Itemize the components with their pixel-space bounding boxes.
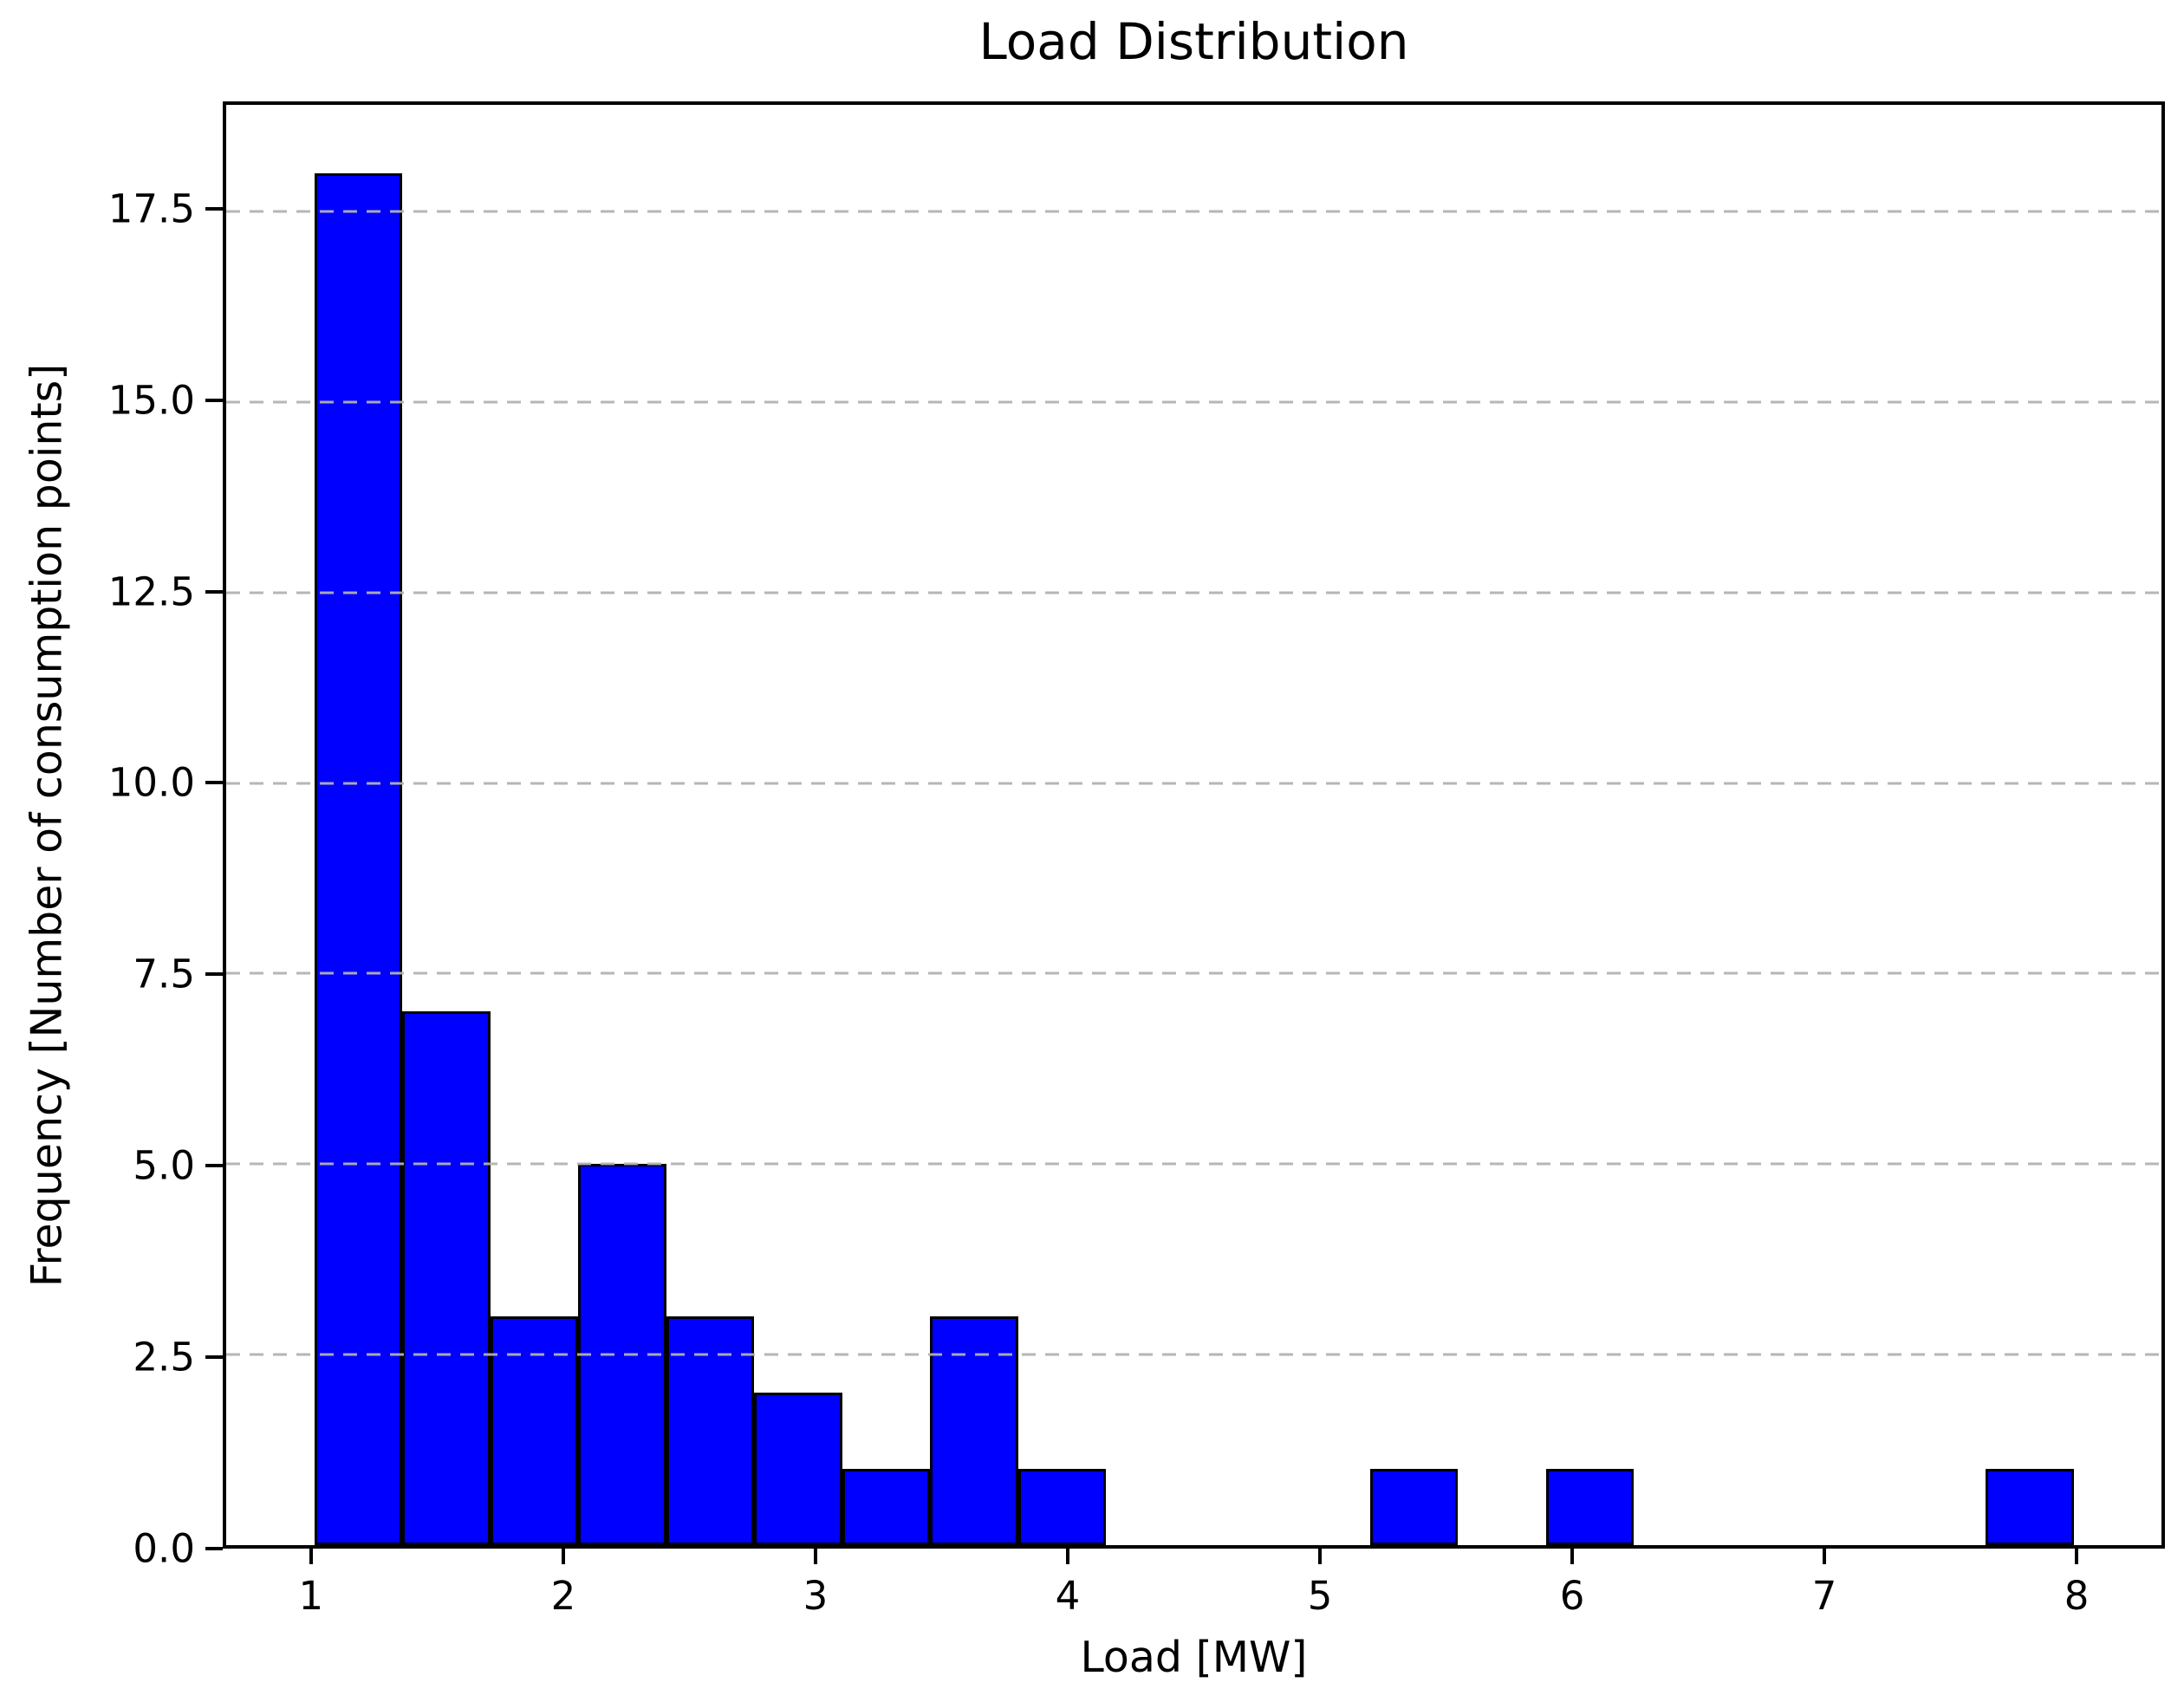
histogram-bar: [1986, 1469, 2074, 1545]
y-tick-mark: [205, 1164, 223, 1168]
y-tick-label: 0.0: [133, 1525, 195, 1572]
histogram-bar: [666, 1316, 754, 1545]
y-tick-label: 2.5: [133, 1334, 195, 1380]
gridline: [226, 1353, 2161, 1356]
histogram-bar: [930, 1316, 1018, 1545]
y-tick-label: 7.5: [133, 951, 195, 997]
gridline: [226, 591, 2161, 594]
y-tick-mark: [205, 1547, 223, 1550]
x-tick-mark: [309, 1549, 313, 1564]
chart-title: Load Distribution: [978, 12, 1409, 71]
x-tick-mark: [813, 1549, 817, 1564]
y-tick-mark: [205, 781, 223, 785]
gridline: [226, 400, 2161, 404]
histogram-bar: [490, 1316, 578, 1545]
x-tick-mark: [2075, 1549, 2079, 1564]
x-tick-mark: [561, 1549, 565, 1564]
y-tick-mark: [205, 972, 223, 977]
x-tick-mark: [1065, 1549, 1069, 1564]
gridline: [226, 1162, 2161, 1166]
histogram-bar: [402, 1011, 491, 1545]
x-tick-label: 8: [2064, 1573, 2090, 1619]
x-tick-mark: [1570, 1549, 1575, 1564]
x-tick-label: 7: [1811, 1573, 1837, 1619]
y-tick-label: 17.5: [107, 185, 195, 232]
y-tick-mark: [205, 589, 223, 594]
x-tick-mark: [1823, 1549, 1827, 1564]
x-tick-mark: [1318, 1549, 1323, 1564]
histogram-bar: [842, 1469, 930, 1545]
gridline: [226, 971, 2161, 975]
y-tick-mark: [205, 206, 223, 211]
x-tick-label: 2: [550, 1573, 576, 1619]
x-axis-label: Load [MW]: [1080, 1633, 1308, 1682]
grid-layer: [226, 105, 2161, 1545]
histogram-bar: [1017, 1469, 1106, 1545]
y-tick-label: 15.0: [107, 377, 195, 424]
histogram-bar: [1545, 1469, 1634, 1545]
y-tick-mark: [205, 1355, 223, 1360]
gridline: [226, 782, 2161, 785]
gridline: [226, 210, 2161, 213]
histogram-bar: [754, 1393, 842, 1545]
y-tick-mark: [205, 398, 223, 402]
x-tick-label: 5: [1307, 1573, 1333, 1619]
plot-area: [223, 101, 2165, 1549]
histogram-bar: [1369, 1469, 1458, 1545]
x-tick-label: 3: [803, 1573, 829, 1619]
histogram-bar: [314, 173, 402, 1545]
y-tick-label: 12.5: [107, 568, 195, 614]
x-tick-label: 1: [298, 1573, 324, 1619]
x-tick-label: 6: [1559, 1573, 1585, 1619]
y-tick-label: 10.0: [107, 759, 195, 806]
y-axis-label: Frequency [Number of consumption points]: [22, 363, 72, 1288]
y-tick-label: 5.0: [133, 1142, 195, 1189]
x-tick-label: 4: [1055, 1573, 1081, 1619]
